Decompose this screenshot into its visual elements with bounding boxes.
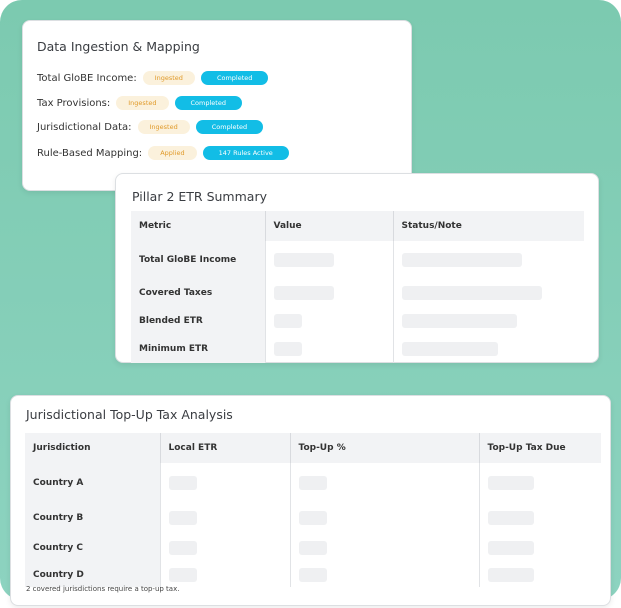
status-badge: Completed bbox=[195, 120, 264, 134]
value-cell bbox=[264, 335, 393, 363]
local-etr-cell bbox=[159, 503, 290, 533]
value-placeholder bbox=[273, 286, 334, 300]
status-badge: Completed bbox=[200, 71, 269, 85]
data-ingestion-card: Data Ingestion & Mapping Total GloBE Inc… bbox=[22, 20, 412, 191]
value-placeholder bbox=[298, 568, 327, 582]
value-placeholder bbox=[298, 541, 327, 555]
status-placeholder bbox=[401, 286, 542, 300]
card-title: Data Ingestion & Mapping bbox=[37, 39, 200, 54]
topup-due-cell bbox=[478, 563, 601, 587]
topup-table: Jurisdiction Local ETR Top-Up % Top-Up T… bbox=[25, 433, 601, 587]
topup-due-cell bbox=[478, 463, 601, 503]
local-etr-cell bbox=[159, 463, 290, 503]
table-row: Country C bbox=[25, 533, 601, 563]
table-row: Country A bbox=[25, 463, 601, 503]
jurisdiction-name: Country C bbox=[25, 533, 160, 563]
value-placeholder bbox=[168, 568, 197, 582]
metric-name: Covered Taxes bbox=[131, 279, 265, 307]
value-cell bbox=[264, 279, 393, 307]
table-row: Covered Taxes bbox=[131, 279, 584, 307]
row-label: Total GloBE Income: bbox=[37, 72, 137, 84]
value-cell bbox=[264, 241, 393, 279]
card-title: Jurisdictional Top-Up Tax Analysis bbox=[26, 407, 233, 422]
value-placeholder bbox=[487, 476, 534, 490]
topup-analysis-card: Jurisdictional Top-Up Tax Analysis Juris… bbox=[10, 395, 611, 606]
value-placeholder bbox=[273, 253, 334, 267]
value-placeholder bbox=[298, 476, 327, 490]
ingested-badge: Ingested bbox=[116, 96, 169, 110]
jurisdiction-name: Country B bbox=[25, 503, 160, 533]
row-label: Tax Provisions: bbox=[37, 97, 111, 109]
table-row: Country B bbox=[25, 503, 601, 533]
metric-name: Blended ETR bbox=[131, 307, 265, 335]
metric-name: Total GloBE Income bbox=[131, 241, 265, 279]
column-header: Metric bbox=[131, 211, 265, 241]
status-placeholder bbox=[401, 253, 522, 267]
value-placeholder bbox=[487, 511, 534, 525]
ingestion-row: Rule-Based Mapping: Applied 147 Rules Ac… bbox=[37, 146, 289, 160]
ingested-badge: Ingested bbox=[142, 71, 195, 85]
column-header: Jurisdiction bbox=[25, 433, 160, 463]
topup-pct-cell bbox=[289, 563, 479, 587]
table-row: Blended ETR bbox=[131, 307, 584, 335]
card-title: Pillar 2 ETR Summary bbox=[132, 189, 267, 204]
ingested-badge: Ingested bbox=[137, 120, 190, 134]
jurisdiction-name: Country A bbox=[25, 463, 160, 503]
topup-pct-cell bbox=[289, 463, 479, 503]
status-badge: Completed bbox=[174, 96, 242, 110]
value-placeholder bbox=[487, 568, 534, 582]
topup-due-cell bbox=[478, 533, 601, 563]
table-row: Country D bbox=[25, 563, 601, 587]
ingestion-row: Jurisdictional Data: Ingested Completed bbox=[37, 120, 264, 134]
status-badge: 147 Rules Active bbox=[202, 146, 289, 160]
ingestion-row: Tax Provisions: Ingested Completed bbox=[37, 96, 242, 110]
value-placeholder bbox=[273, 342, 302, 356]
local-etr-cell bbox=[159, 563, 290, 587]
row-label: Jurisdictional Data: bbox=[37, 121, 132, 133]
table-row: Minimum ETR bbox=[131, 335, 584, 363]
status-placeholder bbox=[401, 342, 498, 356]
footnote: 2 covered jurisdictions require a top-up… bbox=[26, 585, 180, 593]
jurisdiction-name: Country D bbox=[25, 563, 160, 587]
row-label: Rule-Based Mapping: bbox=[37, 147, 143, 159]
ingested-badge: Applied bbox=[148, 146, 197, 160]
table-row: Total GloBE Income bbox=[131, 241, 584, 279]
etr-table: Metric Value Status/Note Total GloBE Inc… bbox=[131, 211, 584, 363]
column-header: Top-Up % bbox=[289, 433, 479, 463]
value-placeholder bbox=[273, 314, 302, 328]
topup-due-cell bbox=[478, 503, 601, 533]
value-placeholder bbox=[298, 511, 327, 525]
topup-pct-cell bbox=[289, 533, 479, 563]
value-placeholder bbox=[168, 476, 197, 490]
column-header: Status/Note bbox=[392, 211, 584, 241]
topup-pct-cell bbox=[289, 503, 479, 533]
column-header: Top-Up Tax Due bbox=[478, 433, 601, 463]
column-header: Local ETR bbox=[159, 433, 290, 463]
status-placeholder bbox=[401, 314, 517, 328]
column-header: Value bbox=[264, 211, 393, 241]
status-cell bbox=[392, 279, 584, 307]
metric-name: Minimum ETR bbox=[131, 335, 265, 363]
ingestion-row: Total GloBE Income: Ingested Completed bbox=[37, 71, 269, 85]
status-cell bbox=[392, 241, 584, 279]
status-cell bbox=[392, 335, 584, 363]
etr-summary-card: Pillar 2 ETR Summary Metric Value Status… bbox=[115, 173, 599, 363]
local-etr-cell bbox=[159, 533, 290, 563]
value-cell bbox=[264, 307, 393, 335]
value-placeholder bbox=[168, 511, 197, 525]
value-placeholder bbox=[487, 541, 534, 555]
value-placeholder bbox=[168, 541, 197, 555]
status-cell bbox=[392, 307, 584, 335]
